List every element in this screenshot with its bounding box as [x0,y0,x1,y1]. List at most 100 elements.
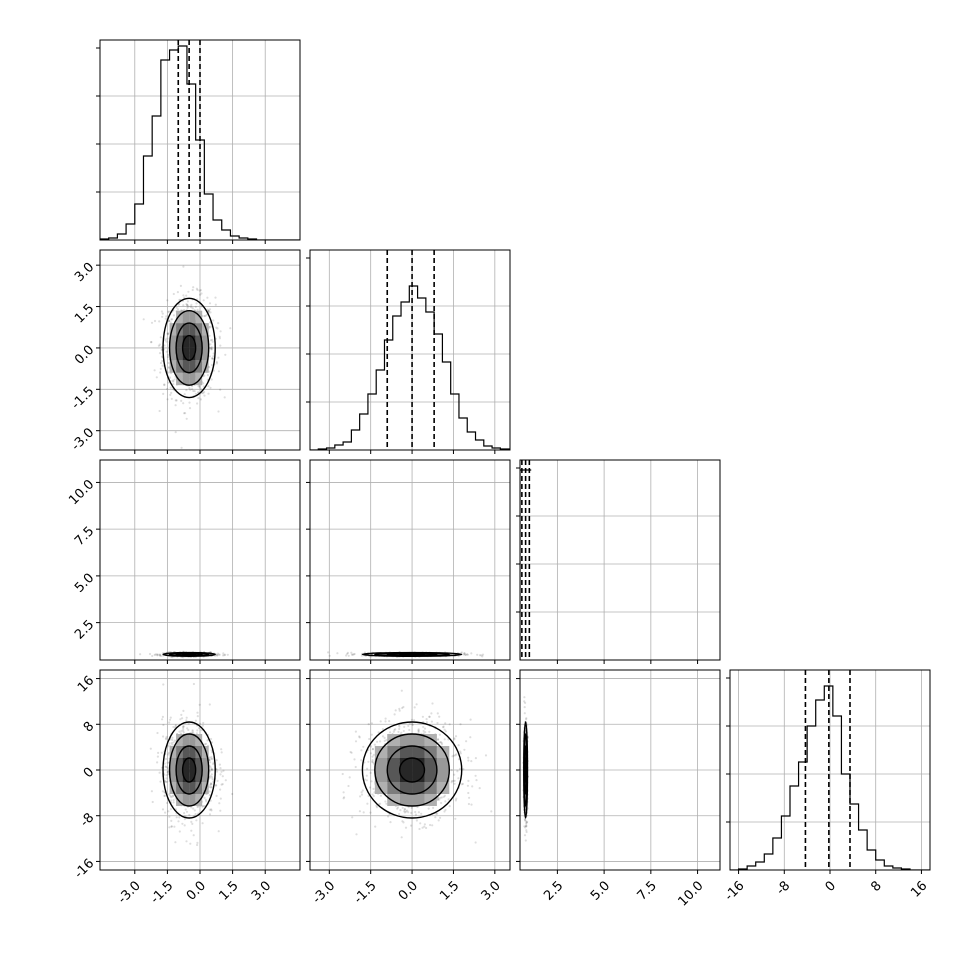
sample-point [207,310,210,313]
sample-point [185,303,188,306]
histogram-0 [100,45,300,240]
sample-point [182,709,185,713]
y-tick-label: 10.0 [66,477,97,508]
sample-point [185,294,188,297]
sample-point [431,702,434,705]
density-cell [412,758,425,770]
sample-point [174,404,177,407]
density-cell [182,794,190,806]
sample-point [440,801,443,805]
sample-point [526,820,529,824]
sample-point [161,315,164,318]
sample-point [215,360,218,364]
sample-point [169,716,172,719]
sample-point [410,718,413,722]
sample-point [210,348,213,351]
panel-frame [309,459,511,661]
sample-point [362,811,365,814]
sample-point [170,397,173,400]
sample-point [191,729,194,732]
sample-point [196,729,199,732]
sample-point [471,785,474,788]
sample-point [370,733,373,736]
y-tick-label: -8 [78,810,98,830]
sample-point [199,398,202,401]
sample-point [450,781,453,784]
sample-point [165,765,168,769]
x-tick-label: -3.0 [115,878,144,907]
sample-point [525,717,528,720]
sample-point [185,719,188,722]
sample-point [209,770,212,773]
sample-point [171,738,174,742]
sample-point [219,330,222,333]
sample-point [217,410,220,413]
sample-point [215,759,218,762]
sample-point [216,654,219,657]
sample-point [457,758,461,761]
sample-point [215,770,219,773]
sample-point [525,822,528,825]
sample-point [168,319,171,322]
density-cell [399,734,413,746]
sample-point [363,761,366,764]
sample-point [163,383,166,387]
sample-point [209,311,212,314]
sample-point [417,728,420,731]
sample-point [206,739,209,742]
sample-point [171,736,174,739]
sample-point [180,446,183,449]
sample-point [150,340,153,344]
sample-point [370,780,373,783]
sample-point [231,792,234,796]
density-cell [169,347,177,361]
sample-point [196,402,199,405]
sample-point [182,728,185,731]
sample-point [182,725,185,728]
sample-point [169,794,172,797]
sample-point [201,822,204,825]
sample-point [358,735,361,738]
sample-point [191,288,194,292]
sample-point [207,309,210,312]
sample-point [342,791,345,794]
sample-point [417,729,420,733]
sample-point [415,703,418,706]
sample-point [159,367,162,370]
density-cell [195,794,203,806]
sample-point [469,736,472,739]
sample-point [179,284,182,287]
contour-line [162,297,216,399]
density-cell [182,734,190,746]
sample-point [421,826,424,829]
sample-point [455,797,458,800]
sample-point [162,683,165,686]
sample-point [202,385,205,388]
histogram-panel-2 [520,460,720,660]
sample-point [158,653,161,656]
sample-point [353,758,356,761]
y-tick-label: 0 [81,765,97,781]
sample-point [203,796,206,800]
sample-point [457,744,460,747]
sample-point [150,790,153,793]
sample-point [385,802,388,805]
x-tick-label: 2.5 [541,878,566,903]
sample-point [215,794,218,798]
y-tick-label: -1.5 [69,384,98,413]
sample-point [398,707,401,711]
density-cell [189,782,196,794]
density-cell [182,782,190,794]
sample-point [351,653,354,656]
sample-point [186,304,189,307]
density-cell [176,335,183,348]
sample-point [437,819,440,822]
sample-point [212,357,215,360]
sample-point [196,308,199,311]
sample-point [167,310,170,313]
sample-point [394,709,397,712]
sample-point [211,757,214,761]
sample-point [384,720,387,723]
sample-point [167,353,170,356]
contour-line [398,757,426,783]
